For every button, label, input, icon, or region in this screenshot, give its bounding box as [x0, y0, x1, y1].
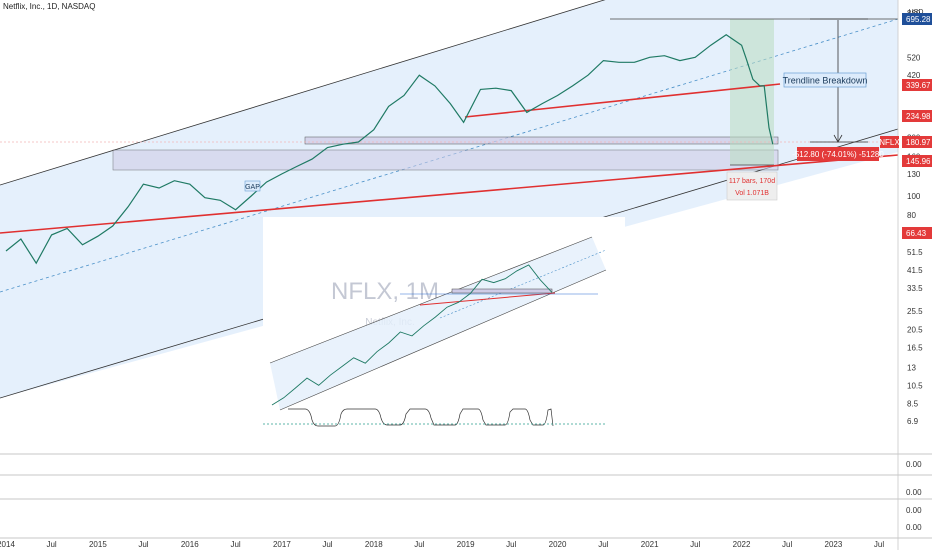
time-tick-label: 2016 — [181, 540, 199, 549]
time-tick-label: Jul — [598, 540, 608, 549]
price-tag-box — [902, 79, 932, 91]
trendline-callout-box[interactable] — [783, 72, 867, 88]
price-tick-label: 25.5 — [907, 307, 923, 316]
price-tag-text: 0.00 — [906, 488, 922, 497]
inset-trendline — [419, 292, 556, 306]
price-tag-box — [902, 110, 932, 122]
trendline-callout-label: Trendline Breakdown — [783, 76, 868, 86]
inset-chart: NFLX, 1M Netflix, Inc. — [263, 236, 607, 427]
time-tick-label: Jul — [690, 540, 700, 549]
long-trendline — [0, 154, 899, 234]
gap-callout-label: GAP — [245, 184, 260, 191]
time-tick-label: 2020 — [549, 540, 567, 549]
selection-range — [730, 19, 774, 165]
price-tag-text: 234.98 — [906, 112, 931, 121]
price-tag-text: 0.00 — [906, 506, 922, 515]
time-axis[interactable]: 2014 Jul 2015 Jul 2016 Jul 2017 Jul 2018 Jul 2019 J… — [0, 540, 884, 549]
price-tag-text: 145.96 — [906, 157, 931, 166]
price-tag-box — [902, 155, 932, 167]
time-tick-label: Jul — [138, 540, 148, 549]
volume-text: Vol 1.071B — [735, 190, 769, 197]
time-tick-label: Jul — [230, 540, 240, 549]
resistance-zone-thin — [304, 136, 779, 145]
price-tick-label: 41.5 — [907, 266, 923, 275]
inset-channel-mid — [439, 249, 607, 319]
time-tick-label: 2022 — [733, 540, 751, 549]
channel-fill — [0, 0, 898, 398]
time-tick-label: 2014 — [0, 540, 15, 549]
price-tag-box — [902, 13, 932, 25]
price-tag-text: 180.97 — [906, 138, 931, 147]
inset-price-series — [271, 264, 553, 406]
inset-channel-upper — [269, 236, 593, 364]
inset-watermark-title: NFLX, 1M — [331, 278, 439, 305]
trendline-breakdown-line — [464, 83, 781, 118]
time-tick-label: Jul — [322, 540, 332, 549]
price-axis[interactable]: 8805204202602001601301008051.541.533.525… — [907, 9, 923, 426]
time-tick-label: 2017 — [273, 540, 291, 549]
price-tick-label: 520 — [907, 53, 921, 62]
bars-tooltip — [726, 171, 778, 201]
price-tick-label: 20.5 — [907, 325, 923, 334]
inset-channel-fill — [270, 237, 606, 410]
price-tick-label: 13 — [907, 364, 916, 373]
time-tick-label: Jul — [874, 540, 884, 549]
main-price-series — [5, 33, 774, 265]
inset-price-line — [271, 264, 553, 406]
bars-count-text: 117 bars, 170d — [729, 178, 775, 185]
price-tick-label: 130 — [907, 170, 921, 179]
inset-zone — [451, 288, 553, 294]
price-tick-label: 100 — [907, 192, 921, 201]
time-tick-label: 2015 — [89, 540, 107, 549]
time-tick-label: Jul — [46, 540, 56, 549]
price-tick-label: 10.5 — [907, 382, 923, 391]
price-tag-text: 0.00 — [906, 523, 922, 532]
time-tick-label: 2021 — [641, 540, 659, 549]
measure-tag — [797, 147, 879, 161]
gap-callout-box[interactable] — [244, 180, 261, 192]
time-tick-label: Jul — [414, 540, 424, 549]
price-tick-label: 33.5 — [907, 284, 923, 293]
price-line — [5, 33, 774, 265]
symbol-tag-box — [880, 136, 899, 148]
time-tick-label: 2019 — [457, 540, 475, 549]
price-tag-box — [902, 227, 932, 239]
price-tag-text: 339.67 — [906, 81, 931, 90]
time-tick-label: 2023 — [825, 540, 843, 549]
support-zone — [112, 149, 779, 171]
chart-title: Netflix, Inc., 1D, NASDAQ — [3, 2, 96, 11]
time-tick-label: Jul — [782, 540, 792, 549]
price-tick-label: 51.5 — [907, 248, 923, 257]
price-tick-label: 80 — [907, 211, 916, 220]
measure-tag-text: -512.80 (-74.01%) -51280 — [792, 150, 884, 159]
price-tag-text: 0.00 — [906, 460, 922, 469]
price-tick-label: 6.9 — [907, 417, 919, 426]
price-tick-label: 16.5 — [907, 344, 923, 353]
inset-oscillator — [288, 408, 554, 427]
price-tick-label: 420 — [907, 71, 921, 80]
currency-label: USD — [909, 9, 924, 16]
price-tags: 695.28 339.67 234.98 180.97 145.96 66.43 0.00 0… — [879, 13, 932, 532]
symbol-tag-text: NFLX — [879, 138, 900, 147]
time-tick-label: Jul — [506, 540, 516, 549]
price-tag-text: 66.43 — [906, 229, 927, 238]
price-tag-box — [902, 136, 932, 148]
price-tag-text: 695.28 — [906, 15, 931, 24]
time-tick-label: 2018 — [365, 540, 383, 549]
channel-upper-line — [0, 0, 606, 186]
price-tick-label: 8.5 — [907, 399, 919, 408]
